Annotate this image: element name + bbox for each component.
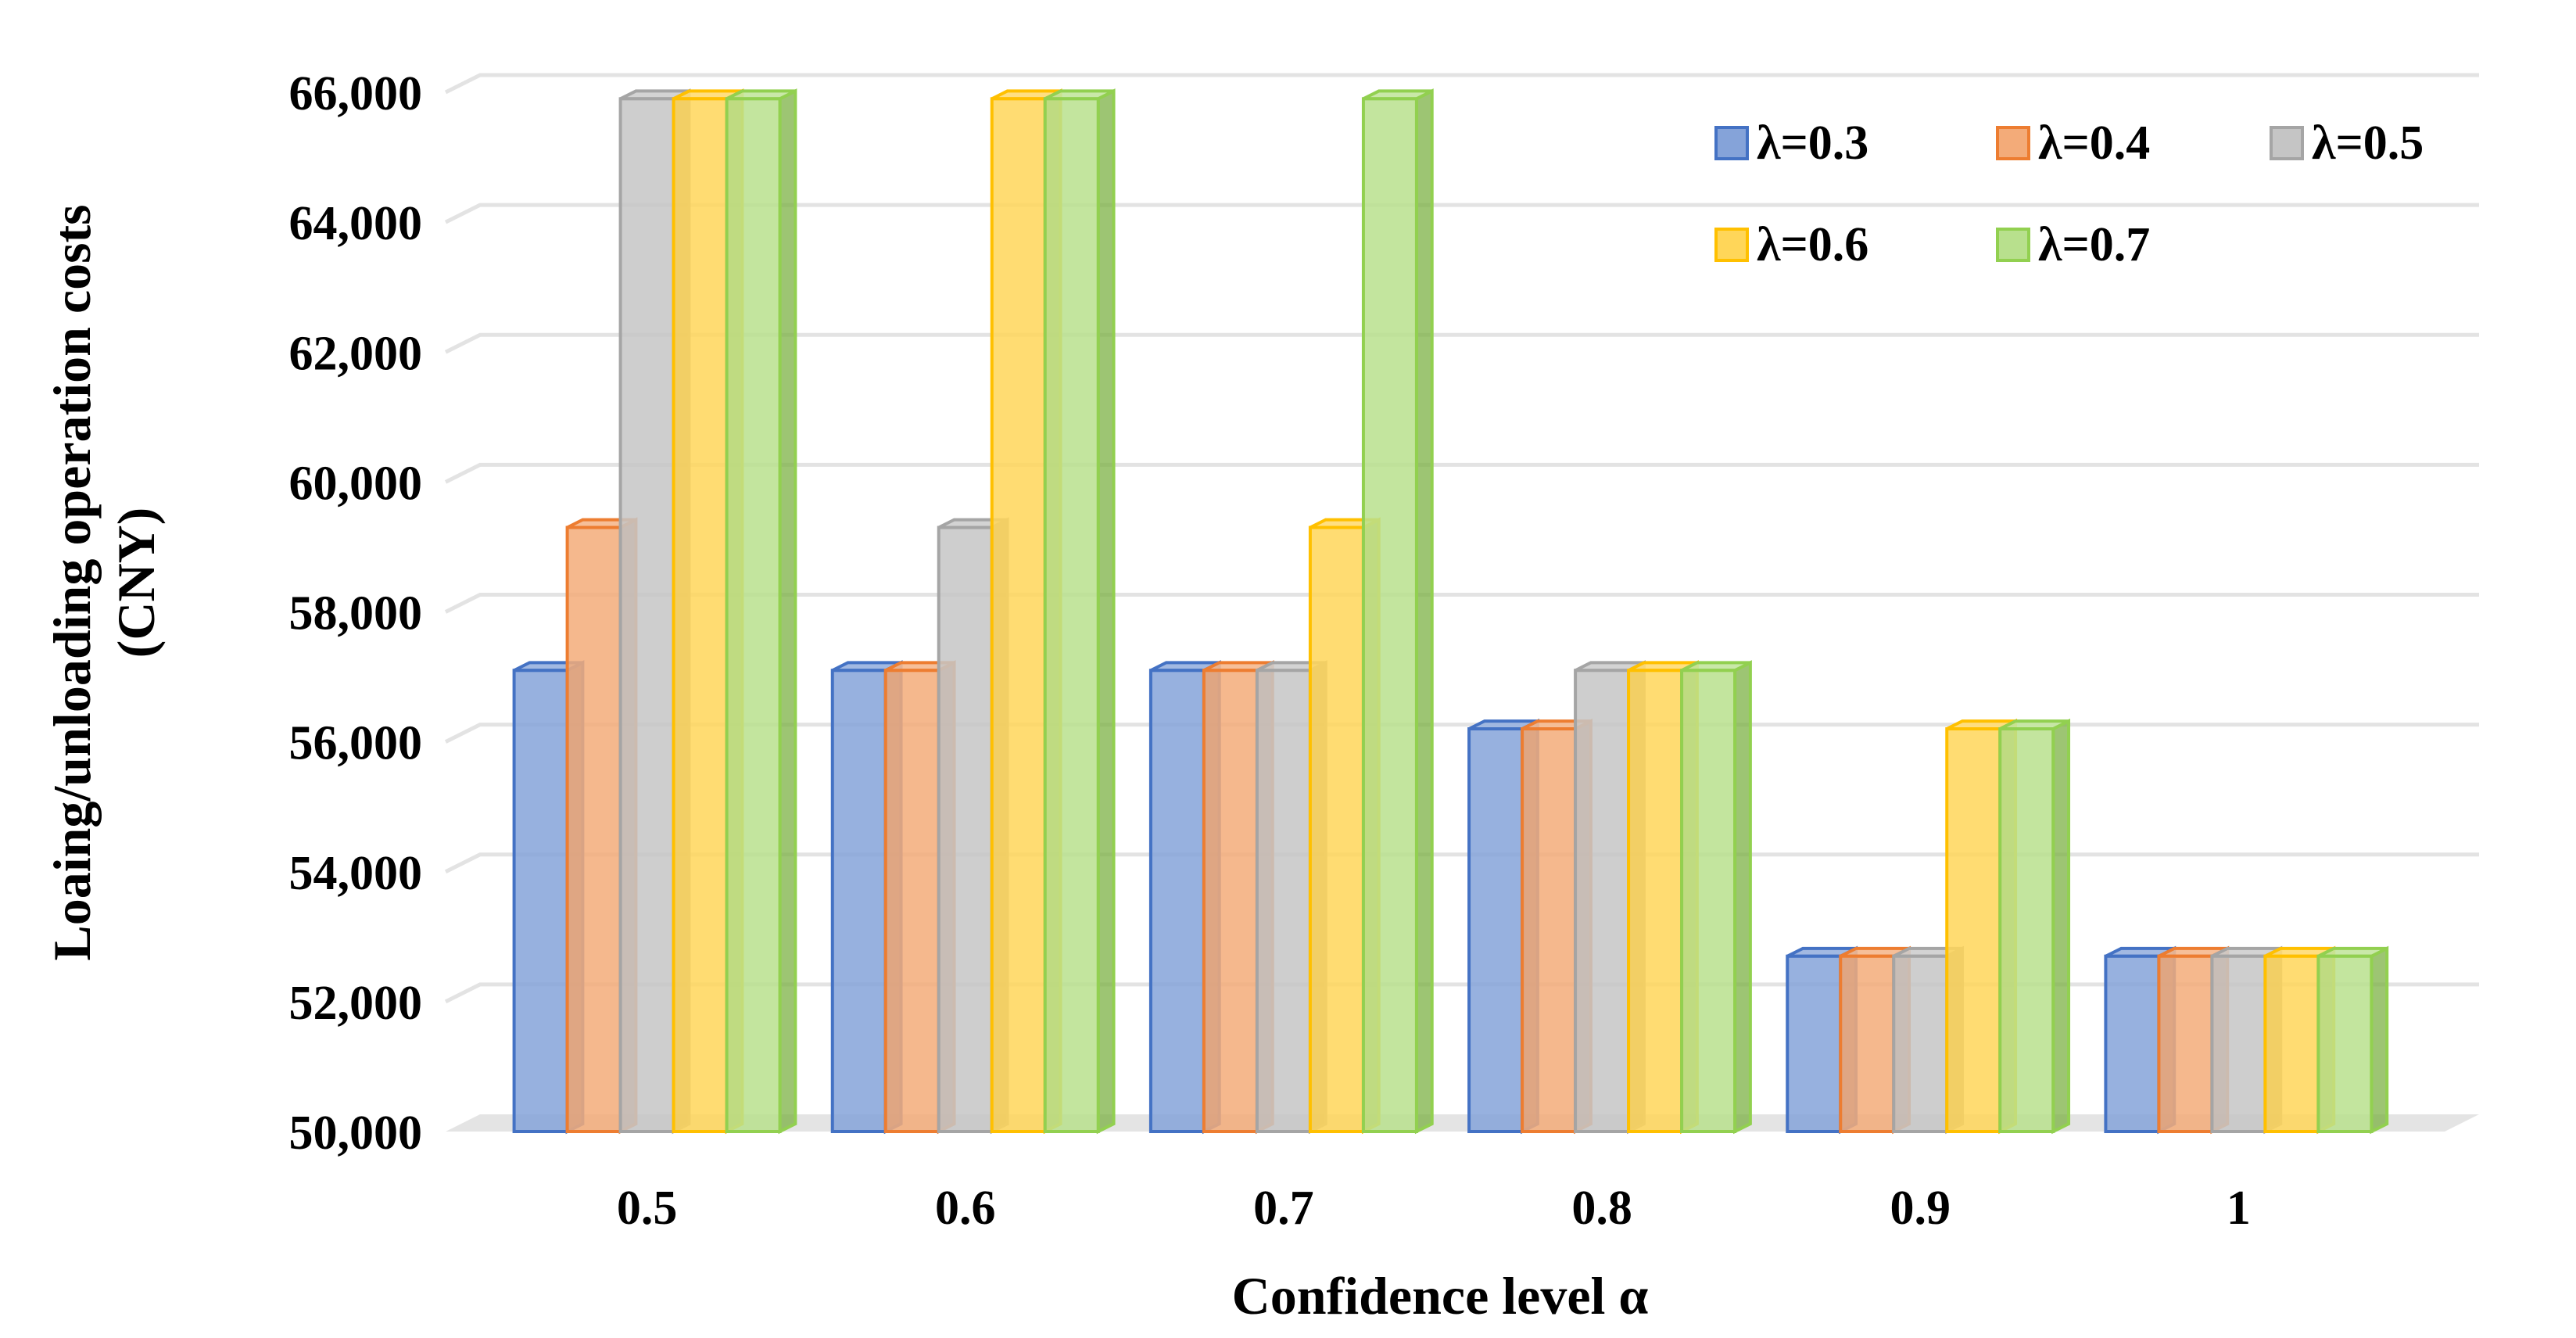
- gridline: [444, 332, 2479, 354]
- legend-item: λ=0.5: [2270, 117, 2424, 170]
- bar: [2316, 945, 2389, 1135]
- bar-front: [1255, 669, 1312, 1133]
- bar-front: [672, 97, 729, 1133]
- bar-front: [1202, 669, 1259, 1133]
- y-axis-title-line-2: (CNY): [106, 508, 166, 658]
- bar-side: [1096, 88, 1116, 1135]
- gridline: [444, 723, 2479, 744]
- x-tick-label: 0.7: [1253, 1182, 1314, 1235]
- bar: [1467, 718, 1539, 1135]
- y-tick-label: 64,000: [289, 197, 423, 250]
- y-tick-label: 56,000: [289, 717, 423, 770]
- y-tick-label: 62,000: [289, 327, 423, 380]
- bar-front: [725, 97, 782, 1133]
- bar: [1998, 718, 2071, 1135]
- bar-front: [883, 669, 940, 1133]
- legend-swatch: [2270, 126, 2304, 160]
- bar-front: [2263, 954, 2320, 1133]
- bar-front: [565, 526, 622, 1133]
- bar-side: [2370, 945, 2389, 1135]
- bar-front: [1521, 727, 1578, 1133]
- legend-item: λ=0.3: [1714, 117, 1868, 170]
- y-axis-ticks: 50,000 52,000 54,000 56,000 58,000 60,000 62,0…: [289, 67, 423, 1160]
- gridlines: [444, 73, 2479, 1004]
- legend-label: λ=0.4: [2038, 117, 2150, 170]
- x-tick-label: 0.5: [617, 1182, 678, 1235]
- legend-swatch: [1714, 228, 1749, 262]
- bar: [1680, 660, 1752, 1135]
- bar-front: [1043, 97, 1100, 1133]
- legend-swatch: [1996, 228, 2030, 262]
- bar-front: [990, 97, 1047, 1133]
- x-tick-label: 0.8: [1571, 1182, 1632, 1235]
- bar-front: [1308, 526, 1365, 1133]
- bar-front: [1945, 727, 2002, 1133]
- bar-front: [1574, 669, 1631, 1133]
- bar-front: [1627, 669, 1684, 1133]
- bar-front: [2157, 954, 2214, 1133]
- bar-front: [830, 669, 887, 1133]
- x-tick-label: 0.6: [935, 1182, 996, 1235]
- bar: [1361, 88, 1434, 1135]
- y-tick-label: 54,000: [289, 847, 423, 900]
- bar-front: [1680, 669, 1737, 1133]
- bar-front: [1148, 669, 1206, 1133]
- x-axis-ticks: 0.5 0.6 0.7 0.8 0.9 1: [617, 1182, 2251, 1235]
- gridline: [444, 462, 2479, 484]
- gridline: [444, 593, 2479, 614]
- bar-front: [512, 669, 569, 1133]
- bar-front: [1892, 954, 1949, 1133]
- bars: [512, 88, 2389, 1135]
- bar-side: [2051, 718, 2071, 1135]
- legend-label: λ=0.3: [1757, 117, 1868, 170]
- bar-front: [618, 97, 675, 1133]
- gridline: [444, 852, 2479, 873]
- bar-front: [937, 526, 994, 1133]
- bar-side: [1414, 88, 1434, 1135]
- y-axis-title: Loaing/unloading operation costs (CNY): [42, 204, 166, 960]
- legend-item: λ=0.7: [1996, 218, 2150, 271]
- legend-item: λ=0.4: [1996, 117, 2150, 170]
- y-tick-label: 58,000: [289, 587, 423, 640]
- legend-label: λ=0.6: [1757, 218, 1868, 271]
- bar-side: [778, 88, 797, 1135]
- bar-front: [1467, 727, 1524, 1133]
- legend: λ=0.3 λ=0.4 λ=0.5 λ=0.6 λ=0.7: [1714, 117, 2424, 271]
- gridline: [444, 73, 2479, 95]
- y-tick-label: 52,000: [289, 977, 423, 1030]
- bar-front: [1361, 97, 1418, 1133]
- bar-front: [1839, 954, 1896, 1133]
- bar-front: [1998, 727, 2055, 1133]
- y-tick-label: 60,000: [289, 457, 423, 510]
- legend-label: λ=0.7: [2038, 218, 2150, 271]
- legend-swatch: [1714, 126, 1749, 160]
- bar: [725, 88, 797, 1135]
- bar-front: [2104, 954, 2161, 1133]
- legend-swatch: [1996, 126, 2030, 160]
- x-axis-title: Confidence level α: [1232, 1266, 1649, 1325]
- legend-item: λ=0.6: [1714, 218, 1868, 271]
- y-tick-label: 66,000: [289, 67, 423, 120]
- bar-front: [1786, 954, 1843, 1133]
- bar: [1043, 88, 1116, 1135]
- gridline: [444, 203, 2479, 224]
- x-tick-label: 0.9: [1890, 1182, 1951, 1235]
- y-axis-title-line-1: Loaing/unloading operation costs: [42, 204, 102, 960]
- bar-side: [1733, 660, 1752, 1135]
- bar-front: [2316, 954, 2374, 1133]
- y-tick-label: 50,000: [289, 1107, 423, 1160]
- bar-front: [2210, 954, 2267, 1133]
- legend-label: λ=0.5: [2312, 117, 2424, 170]
- x-tick-label: 1: [2227, 1182, 2251, 1235]
